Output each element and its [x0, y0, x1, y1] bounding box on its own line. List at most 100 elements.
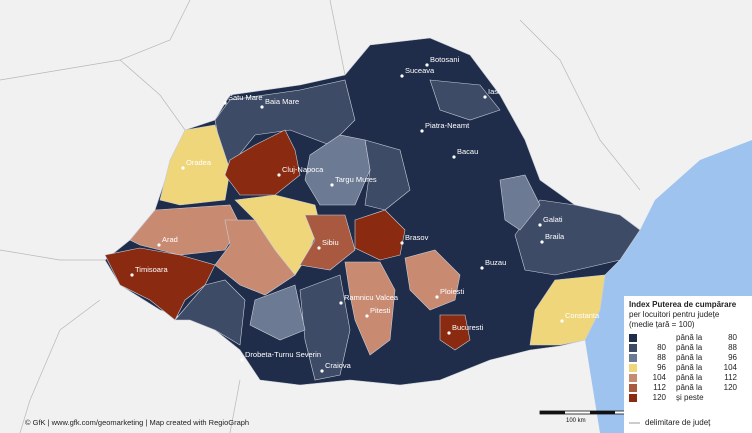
legend-text: până la — [676, 333, 703, 342]
city-label: Ramnicu Valcea — [344, 293, 399, 302]
legend-text: până la — [676, 373, 703, 382]
county — [299, 274, 351, 381]
legend-title: Index Puterea de cumpărare — [629, 300, 737, 309]
county — [104, 247, 216, 321]
legend-subtitle: per locuitori pentru județe — [629, 310, 720, 319]
city-label: Sibiu — [322, 238, 339, 247]
city-dot — [400, 241, 404, 245]
city-label: Oradea — [186, 158, 212, 167]
legend-text: până la — [676, 383, 703, 392]
footer-credit: © GfK | www.gfk.com/geomarketing | Map c… — [25, 418, 249, 427]
city-label: Brasov — [405, 233, 429, 242]
legend-to: 96 — [728, 353, 737, 362]
city-label: Suceava — [405, 66, 435, 75]
legend-box — [624, 296, 752, 433]
county — [429, 79, 501, 121]
county — [174, 279, 246, 346]
legend-from: 120 — [653, 393, 667, 402]
city-label: Craiova — [325, 361, 352, 370]
legend-to: 88 — [728, 343, 737, 352]
legend-swatch — [629, 394, 637, 402]
legend-swatch — [629, 334, 637, 342]
legend-text: și peste — [676, 393, 704, 402]
legend: Index Puterea de cumpărare per locuitori… — [624, 296, 752, 433]
legend-to: 112 — [724, 373, 737, 382]
county — [499, 174, 541, 231]
legend-text: până la — [676, 343, 703, 352]
county — [404, 249, 461, 311]
city-dot — [420, 129, 424, 133]
legend-from: 80 — [657, 343, 666, 352]
city-label: Ploiesti — [440, 287, 465, 296]
county — [439, 314, 471, 351]
city-label: Arad — [162, 235, 178, 244]
city-label: Bacau — [457, 147, 478, 156]
city-dot — [240, 358, 244, 362]
county — [514, 199, 641, 276]
city-dot — [560, 319, 564, 323]
city-label: Pitesti — [370, 306, 391, 315]
city-dot — [260, 105, 264, 109]
city-label: Bucuresti — [452, 323, 484, 332]
county — [304, 134, 371, 206]
city-label: Galati — [543, 215, 563, 224]
county — [214, 219, 296, 296]
neighbor-borders — [0, 0, 641, 433]
legend-to: 120 — [724, 383, 738, 392]
city-label: Iasi — [488, 87, 500, 96]
city-dot — [320, 369, 324, 373]
county — [344, 261, 396, 356]
city-dot — [483, 95, 487, 99]
legend-swatch — [629, 354, 637, 362]
city-dot — [365, 314, 369, 318]
legend-from: 96 — [657, 363, 666, 372]
legend-border-label: delimitare de județ — [645, 418, 711, 427]
legend-text: până la — [676, 353, 703, 362]
city-dot — [317, 246, 321, 250]
scale-bar-segment — [540, 411, 565, 414]
legend-from: 112 — [653, 383, 666, 392]
legend-to: 104 — [724, 363, 738, 372]
scale-label: 100 km — [566, 418, 586, 424]
county — [299, 214, 356, 271]
legend-to: 80 — [728, 333, 737, 342]
city-dot — [400, 74, 404, 78]
city-dot — [538, 223, 542, 227]
city-dot — [130, 273, 134, 277]
city-dot — [330, 183, 334, 187]
city-dot — [540, 240, 544, 244]
city-label: Timisoara — [135, 265, 168, 274]
city-dot — [447, 331, 451, 335]
county — [159, 124, 231, 206]
legend-text: până la — [676, 363, 703, 372]
county — [249, 284, 306, 341]
city-label: Drobeta-Turnu Severin — [245, 350, 321, 359]
legend-swatch — [629, 374, 637, 382]
city-label: Buzau — [485, 258, 506, 267]
scale-bar-segment — [590, 411, 615, 414]
county — [354, 209, 406, 261]
city-dot — [181, 166, 185, 170]
city-label: Cluj-Napoca — [282, 165, 324, 174]
counties — [104, 37, 641, 386]
city-dot — [480, 266, 484, 270]
county — [224, 129, 301, 196]
legend-from: 88 — [657, 353, 666, 362]
city-label: Botosani — [430, 55, 460, 64]
city-label: Baia Mare — [265, 97, 299, 106]
city-label: Satu Mare — [228, 93, 263, 102]
city-label: Piatra-Neamt — [425, 121, 470, 130]
city-dot — [435, 295, 439, 299]
city-dot — [425, 63, 429, 67]
city-label: Targu Mures — [335, 175, 377, 184]
city-label: Braila — [545, 232, 565, 241]
city-dot — [452, 155, 456, 159]
legend-swatch — [629, 384, 637, 392]
city-label: Constanta — [565, 311, 600, 320]
county — [529, 274, 606, 346]
city-dot — [339, 301, 343, 305]
city-dot — [223, 101, 227, 105]
legend-note: (medie țară = 100) — [629, 320, 695, 329]
legend-swatch — [629, 364, 637, 372]
